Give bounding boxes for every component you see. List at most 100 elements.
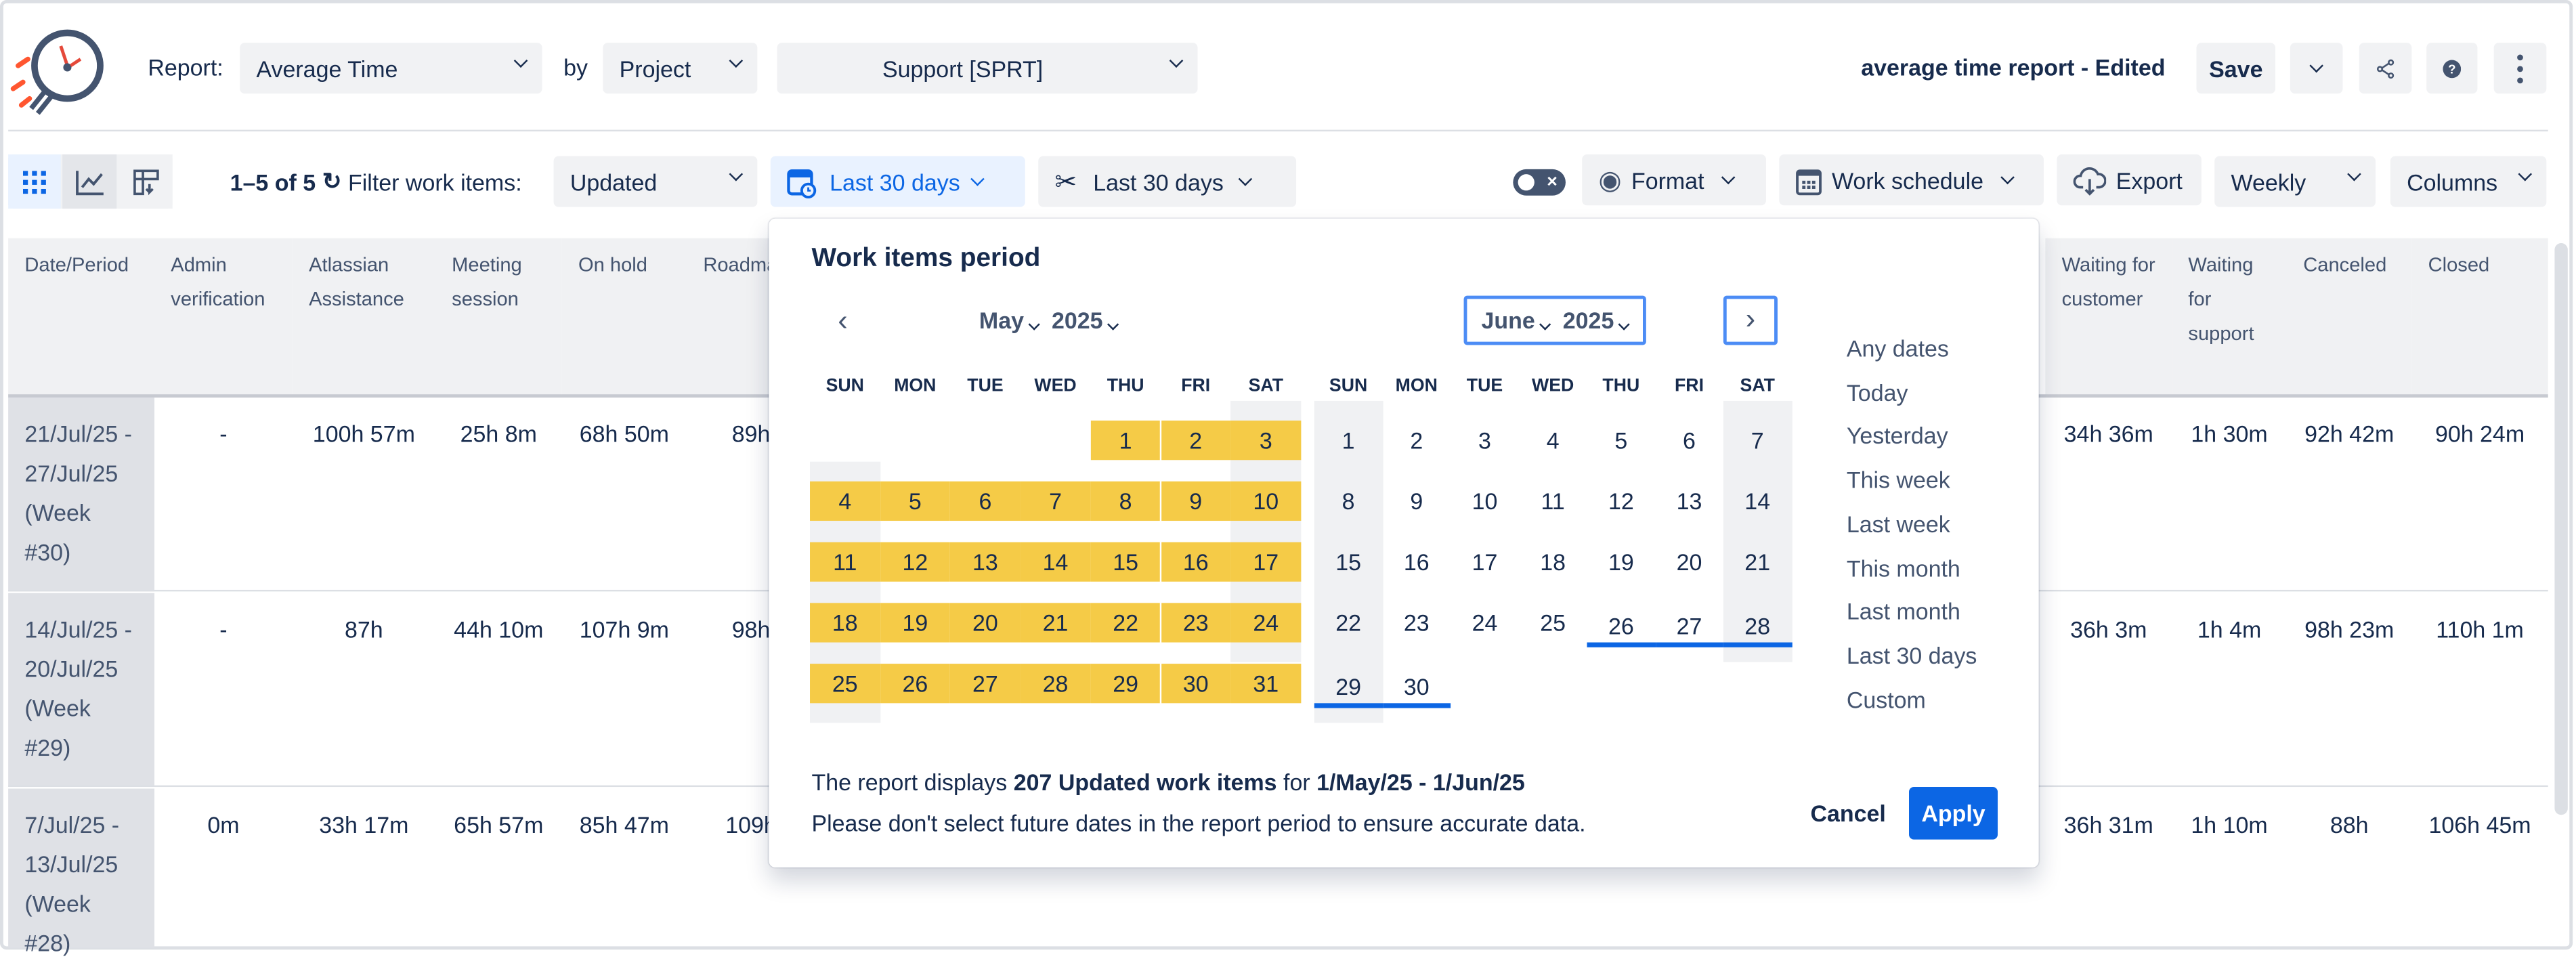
work-schedule-button[interactable]: Work schedule [1779, 154, 2044, 206]
calendar-day[interactable]: 20 [1676, 549, 1702, 576]
quick-option[interactable]: Last 30 days [1846, 642, 1977, 669]
calendar-day[interactable]: 23 [1403, 609, 1430, 636]
calendar-day[interactable]: 13 [1676, 488, 1702, 515]
calendar-day[interactable]: 10 [1472, 488, 1498, 515]
calendar-day-selected[interactable]: 22 [1090, 603, 1161, 643]
right-year-select[interactable]: 2025 [1563, 307, 1631, 333]
help-button[interactable]: ? [2426, 43, 2478, 94]
interval-select[interactable]: Weekly [2214, 156, 2376, 207]
calendar-day-selected[interactable]: 11 [810, 542, 880, 582]
column-header[interactable]: Atlassian Assistance [292, 238, 435, 396]
calendar-day[interactable]: 11 [1541, 488, 1565, 515]
calendar-day-selected[interactable]: 2 [1160, 421, 1231, 461]
prev-month-button[interactable]: ‹ [838, 303, 848, 337]
column-header[interactable]: Waiting for support [2172, 238, 2287, 396]
calendar-day[interactable]: 28 [1723, 603, 1792, 647]
calendar-day-selected[interactable]: 3 [1230, 421, 1302, 461]
calendar-day[interactable]: 14 [1744, 488, 1771, 515]
calendar-day-selected[interactable]: 8 [1090, 481, 1161, 521]
calendar-day[interactable]: 29 [1314, 664, 1383, 708]
calendar-day-selected[interactable]: 14 [1020, 542, 1091, 582]
calendar-day-selected[interactable]: 19 [880, 603, 951, 643]
project-select[interactable]: Support [SPRT] [777, 43, 1198, 94]
column-header[interactable]: Waiting for customer [2045, 238, 2172, 396]
calendar-day[interactable]: 9 [1410, 488, 1423, 515]
calendar-day-selected[interactable]: 1 [1090, 421, 1161, 461]
calendar-day-selected[interactable]: 7 [1020, 481, 1091, 521]
filter-field-select[interactable]: Updated [553, 156, 758, 207]
calendar-day-selected[interactable]: 6 [950, 481, 1021, 521]
calendar-day[interactable]: 22 [1335, 609, 1362, 636]
column-header[interactable]: Canceled [2286, 238, 2412, 396]
calendar-day-selected[interactable]: 12 [880, 542, 951, 582]
calendar-day[interactable]: 1 [1341, 427, 1355, 454]
calendar-day-selected[interactable]: 28 [1020, 664, 1091, 704]
table-view-button[interactable] [8, 154, 61, 209]
quick-option[interactable]: This week [1846, 467, 1950, 494]
calendar-day[interactable]: 24 [1472, 609, 1498, 636]
calendar-day-selected[interactable]: 20 [950, 603, 1021, 643]
format-button[interactable]: ◉ Format [1582, 154, 1766, 206]
report-type-select[interactable]: Average Time [240, 43, 542, 94]
calendar-day-selected[interactable]: 18 [810, 603, 880, 643]
left-month-select[interactable]: May [979, 307, 1041, 333]
save-button[interactable]: Save [2196, 43, 2276, 94]
calendar-day[interactable]: 16 [1403, 549, 1430, 576]
calendar-day-selected[interactable]: 27 [950, 664, 1021, 704]
calendar-day-selected[interactable]: 4 [810, 481, 880, 521]
calendar-day[interactable]: 25 [1540, 609, 1566, 636]
columns-button[interactable]: Columns [2390, 156, 2547, 207]
quick-option[interactable]: Yesterday [1846, 423, 1948, 450]
save-options-button[interactable] [2290, 43, 2343, 94]
calendar-day-selected[interactable]: 23 [1160, 603, 1231, 643]
calendar-day-selected[interactable]: 16 [1160, 542, 1231, 582]
calendar-day-selected[interactable]: 25 [810, 664, 880, 704]
cancel-button[interactable]: Cancel [1810, 800, 1886, 827]
calendar-day-selected[interactable]: 31 [1230, 664, 1302, 704]
chart-view-button[interactable] [62, 154, 117, 209]
calendar-day[interactable]: 3 [1478, 427, 1491, 454]
quick-option[interactable]: This month [1846, 554, 1960, 581]
calendar-day[interactable]: 17 [1472, 549, 1498, 576]
group-by-select[interactable]: Project [603, 43, 758, 94]
calendar-day[interactable]: 2 [1410, 427, 1423, 454]
calendar-day[interactable]: 12 [1608, 488, 1634, 515]
left-year-select[interactable]: 2025 [1052, 307, 1119, 333]
calendar-day-selected[interactable]: 26 [880, 664, 951, 704]
calendar-day[interactable]: 21 [1744, 549, 1771, 576]
right-month-select[interactable]: June [1481, 307, 1551, 333]
calendar-day[interactable]: 27 [1655, 603, 1723, 647]
pivot-view-button[interactable] [118, 154, 173, 209]
calendar-day[interactable]: 8 [1341, 488, 1355, 515]
calendar-day-selected[interactable]: 10 [1230, 481, 1302, 521]
column-header[interactable]: Date/Period [8, 238, 155, 396]
calendar-day-selected[interactable]: 5 [880, 481, 951, 521]
calendar-day-selected[interactable]: 30 [1160, 664, 1231, 704]
calendar-day[interactable]: 18 [1540, 549, 1566, 576]
export-button[interactable]: Export [2057, 154, 2202, 206]
calendar-day-selected[interactable]: 17 [1230, 542, 1302, 582]
column-header[interactable]: Closed [2411, 238, 2548, 396]
calendar-day-selected[interactable]: 24 [1230, 603, 1302, 643]
calendar-day-selected[interactable]: 9 [1160, 481, 1231, 521]
vertical-scrollbar[interactable] [2554, 243, 2568, 815]
more-options-button[interactable] [2493, 43, 2547, 94]
calendar-day-selected[interactable]: 15 [1090, 542, 1161, 582]
calendar-day-selected[interactable]: 13 [950, 542, 1021, 582]
quick-option[interactable]: Last week [1846, 510, 1950, 537]
toggle-switch[interactable]: × [1513, 169, 1566, 196]
apply-button[interactable]: Apply [1909, 787, 1998, 840]
calendar-day[interactable]: 6 [1683, 427, 1696, 454]
share-button[interactable] [2359, 43, 2412, 94]
calendar-day[interactable]: 15 [1335, 549, 1362, 576]
column-header[interactable]: On hold [561, 238, 687, 396]
calendar-day[interactable]: 26 [1587, 603, 1656, 647]
next-month-button[interactable]: › [1723, 295, 1778, 345]
calendar-day[interactable]: 5 [1614, 427, 1628, 454]
column-header[interactable]: Meeting session [435, 238, 562, 396]
calendar-day-selected[interactable]: 21 [1020, 603, 1091, 643]
refresh-icon[interactable]: ↻ [322, 167, 342, 194]
quick-option[interactable]: Last month [1846, 598, 1960, 625]
quick-option[interactable]: Any dates [1846, 335, 1949, 362]
calendar-day[interactable]: 30 [1382, 664, 1451, 708]
